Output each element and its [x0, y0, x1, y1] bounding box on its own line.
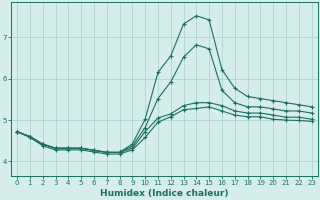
X-axis label: Humidex (Indice chaleur): Humidex (Indice chaleur) [100, 189, 228, 198]
